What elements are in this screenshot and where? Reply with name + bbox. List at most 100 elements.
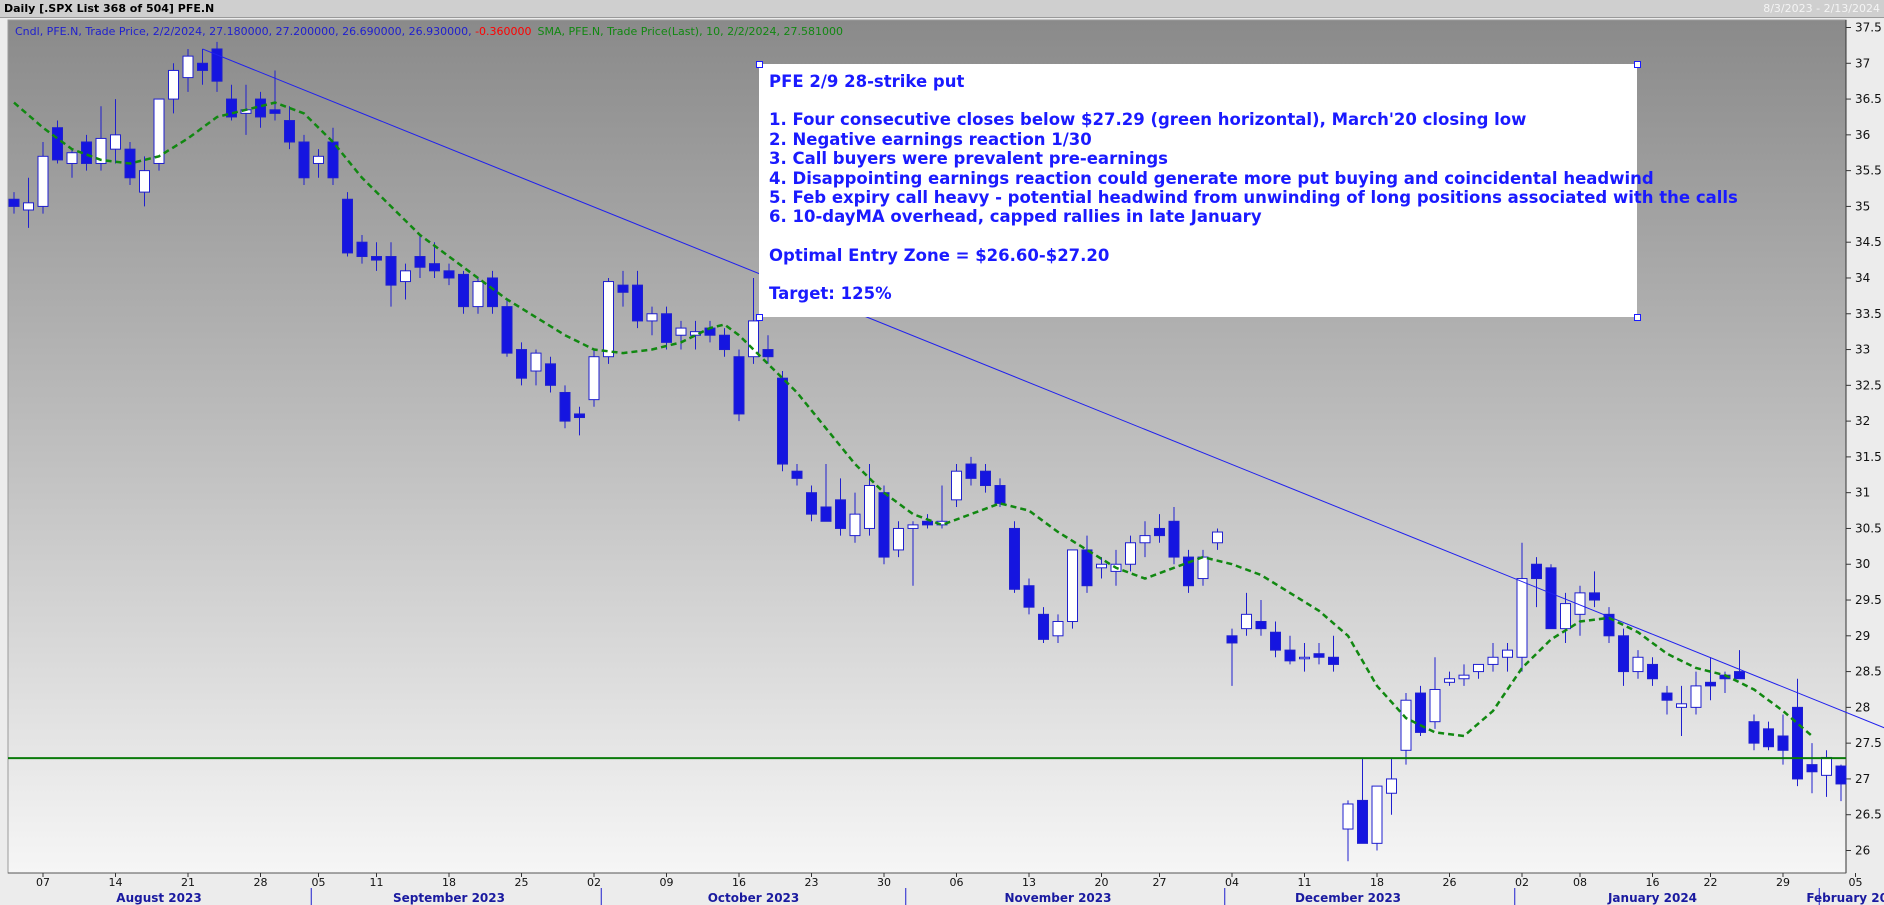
x-tick-label: 02	[587, 876, 601, 889]
y-tick-label: 34.5	[1855, 235, 1882, 249]
annotation-item-2: 2. Negative earnings reaction 1/30	[769, 129, 1092, 149]
y-tick-label: 28.5	[1855, 665, 1882, 679]
candle-up	[1400, 699, 1412, 751]
x-tick-label: 05	[312, 876, 326, 889]
candle-down	[1618, 635, 1629, 673]
y-tick-label: 26.5	[1855, 808, 1882, 822]
x-tick-label: 11	[370, 876, 384, 889]
candle-up	[110, 134, 121, 150]
candle-down	[1023, 585, 1035, 608]
y-tick-label: 29.5	[1855, 593, 1882, 607]
x-tick-label: 14	[109, 876, 123, 889]
y-tick-label: 28	[1855, 700, 1870, 714]
annotation-handle-tl[interactable]	[756, 61, 763, 68]
candle-down	[327, 141, 339, 179]
downtrend-line	[202, 48, 1884, 729]
candle-up	[1197, 556, 1209, 580]
candle-down	[1763, 728, 1774, 748]
x-tick-label: 18	[442, 876, 456, 889]
candle-down	[1705, 681, 1716, 687]
candle-down	[1313, 653, 1325, 658]
candle-down	[661, 313, 672, 343]
candle-up	[1516, 578, 1528, 658]
x-tick-label: 29	[1776, 876, 1790, 889]
candle-down	[1792, 706, 1803, 780]
candle-up	[1371, 785, 1383, 844]
candle-down	[429, 263, 440, 272]
candle-up	[1487, 656, 1499, 665]
candle-down	[980, 470, 991, 487]
title-bar: Daily [.SPX List 368 of 504] PFE.N 8/3/2…	[0, 0, 1884, 18]
x-tick-label: 08	[1573, 876, 1587, 889]
candle-down	[559, 391, 571, 422]
y-tick-label: 27.5	[1855, 736, 1882, 750]
candle-down	[994, 485, 1006, 504]
y-tick-label: 27	[1855, 772, 1870, 786]
y-tick-label: 37	[1855, 56, 1870, 70]
annotation-box[interactable]: PFE 2/9 28-strike put 1. Four consecutiv…	[759, 64, 1738, 317]
x-tick-label: 09	[660, 876, 674, 889]
legend-line: Cndl, PFE.N, Trade Price, 2/2/2024, 27.1…	[15, 25, 843, 38]
candle-down	[1415, 692, 1426, 733]
candle-down	[719, 334, 730, 351]
candle-down	[211, 48, 223, 82]
candle-down	[1183, 556, 1194, 587]
x-tick-label: 22	[1704, 876, 1718, 889]
candle-up	[1429, 688, 1441, 723]
candle-down	[922, 520, 933, 526]
candle-down	[1284, 649, 1296, 662]
y-tick-label: 32	[1855, 414, 1870, 428]
candle-up	[1560, 603, 1571, 630]
annotation-item-5: 5. Feb expiry call heavy - potential hea…	[769, 188, 1738, 208]
x-tick-label: 26	[1443, 876, 1457, 889]
candle-up	[1241, 613, 1252, 630]
y-axis: 26 26.5 27 27.5 28 28.5 29 29.5 30 30.5 31 31.5 32 32…	[1845, 20, 1882, 873]
y-tick-label: 35	[1855, 199, 1870, 213]
candle-up	[530, 352, 542, 372]
legend-sma: SMA, PFE.N, Trade Price(Last), 10, 2/2/2…	[538, 25, 843, 38]
candle-down	[1038, 613, 1049, 640]
candle-up	[168, 69, 179, 100]
legend-cndl: Cndl, PFE.N, Trade Price, 2/2/2024, 27.1…	[15, 25, 475, 38]
y-tick-label: 37.5	[1855, 21, 1882, 35]
candle-up	[1574, 592, 1586, 615]
candle-down	[1154, 527, 1165, 537]
candle-down	[1168, 520, 1180, 558]
candle-up	[153, 98, 165, 164]
candle-up	[313, 155, 324, 164]
x-tick-label: 16	[1646, 876, 1660, 889]
candle-down	[1531, 563, 1542, 580]
month-label: November 2023	[1005, 891, 1112, 905]
candle-up	[1458, 674, 1470, 680]
candle-up	[95, 137, 107, 164]
candle-down	[632, 284, 643, 322]
candle-up	[1342, 803, 1354, 830]
candle-up	[1473, 663, 1484, 673]
y-tick-label: 33	[1855, 343, 1870, 357]
x-tick-label: 07	[36, 876, 50, 889]
candle-down	[733, 356, 745, 415]
annotation-handle-bl[interactable]	[756, 314, 763, 321]
candle-down	[878, 492, 890, 558]
candle-down	[965, 463, 977, 479]
annotation-target: Target: 125%	[769, 284, 892, 304]
x-tick-label: 05	[1849, 876, 1863, 889]
y-tick-label: 36.5	[1855, 92, 1882, 106]
x-tick-label: 23	[805, 876, 819, 889]
y-tick-label: 34	[1855, 271, 1870, 285]
candle-up	[1299, 656, 1310, 660]
candle-up	[139, 170, 150, 193]
candle-up	[1690, 685, 1702, 708]
candlesticks	[8, 41, 1847, 862]
candle-down	[1545, 567, 1557, 630]
candle-up	[864, 485, 875, 529]
month-label: September 2023	[393, 891, 505, 905]
candle-down	[226, 98, 237, 118]
candle-up	[1125, 542, 1136, 565]
candle-up	[66, 152, 78, 164]
candle-down	[385, 256, 397, 286]
annotation-handle-tr[interactable]	[1634, 61, 1641, 68]
x-tick-label: 28	[254, 876, 268, 889]
candle-down	[8, 198, 20, 207]
annotation-handle-br[interactable]	[1634, 314, 1641, 321]
